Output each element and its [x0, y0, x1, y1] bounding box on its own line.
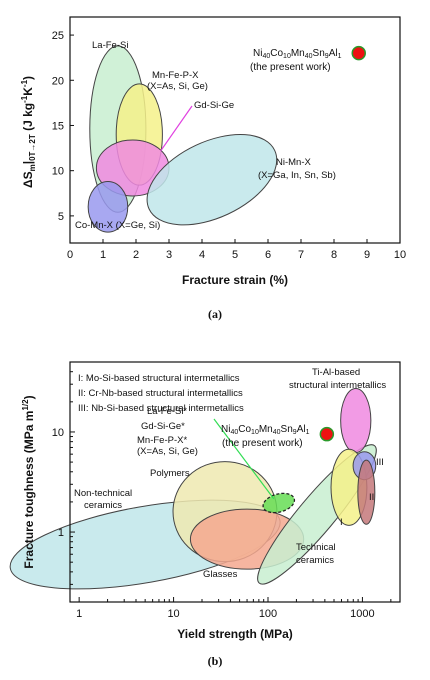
legend-line-3: III: Nb-Si-based structural intermetalli… [78, 403, 244, 414]
b-ytick-label: 10 [52, 427, 64, 439]
region-a-3 [146, 134, 278, 226]
a-xtick-label: 4 [199, 249, 205, 261]
chart-b-plot-frame [69, 361, 401, 603]
chart-a-annotations: La-Fe-Si Mn-Fe-P-X (X=As, Si, Ge) Gd-Si-… [75, 40, 342, 231]
label-present-work-a: (the present work) [250, 62, 331, 73]
chart-b-leaders [213, 418, 275, 500]
label-mn-fe-p-x: Mn-Fe-P-X [152, 70, 199, 81]
chart-a: 0 1 2 3 4 5 6 7 8 9 10 5 10 15 20 25 La-Fe-Si Mn-Fe-P-… [20, 16, 406, 321]
label-present-work-b: (the present work) [222, 438, 303, 449]
chart-a-leaders [160, 105, 193, 152]
region-b-7 [357, 459, 376, 525]
label-gd-si-ge-star: Gd-Si-Ge* [141, 421, 185, 432]
chart-a-x-axis-label: Fracture strain (%) [182, 273, 288, 287]
region-b-8 [262, 492, 296, 514]
chart-a-x-ticks: 0 1 2 3 4 5 6 7 8 9 10 [67, 239, 406, 261]
a-xtick-label: 9 [364, 249, 370, 261]
label-la-fe-si-star: La-Fe-Si* [147, 406, 187, 417]
chart-b-x-axis-label: Yield strength (MPa) [177, 627, 293, 641]
point-present-work-b [319, 426, 335, 442]
chart-a-y-ticks: 5 10 15 20 25 [52, 30, 74, 223]
label-polymers: Polymers [150, 468, 190, 479]
label-gd-si-ge: Gd-Si-Ge [194, 100, 234, 111]
a-ytick-label: 5 [58, 211, 64, 223]
label-present-compound-b: Ni40Co10Mn40Sn9Al1 [221, 424, 310, 436]
a-xtick-label: 10 [394, 249, 406, 261]
label-i: I [340, 517, 343, 528]
b-xtick-label: 100 [259, 608, 277, 620]
label-non-technical-sub: ceramics [84, 500, 122, 511]
a-xtick-label: 0 [67, 249, 73, 261]
label-mn-fe-p-x-sub: (X=As, Si, Ge) [147, 81, 208, 92]
a-ytick-label: 25 [52, 30, 64, 42]
label-co-mn-x: Co-Mn-X (X=Ge, Si) [75, 220, 160, 231]
label-la-fe-si: La-Fe-Si [92, 40, 128, 51]
label-non-technical: Non-technical [74, 488, 132, 499]
leader-gd-si-ge [160, 105, 193, 152]
a-xtick-label: 2 [133, 249, 139, 261]
b-ytick-label: 1 [58, 527, 64, 539]
chart-b-legend: I: Mo-Si-based structural intermetallics… [78, 373, 244, 414]
label-glasses: Glasses [203, 569, 238, 580]
b-xtick-label: 1000 [350, 608, 374, 620]
region-b-4 [340, 388, 372, 454]
chart-a-y-axis-label: ΔSm|0T→2T (J kg-1K-1) [20, 76, 37, 188]
label-ti-al-sub: structural intermetallics [289, 380, 386, 391]
legend-line-2: II: Cr-Nb-based structural intermetallic… [78, 388, 243, 399]
chart-a-regions [87, 45, 278, 233]
point-present-work-a [351, 45, 366, 61]
chart-b-y-ticks: 1 10 [52, 361, 75, 603]
a-xtick-label: 3 [166, 249, 172, 261]
chart-b-y-axis-label: Fracture toughness (MPa m1/2) [21, 395, 36, 568]
a-xtick-label: 5 [232, 249, 238, 261]
label-ii: II [369, 492, 374, 503]
a-xtick-label: 7 [298, 249, 304, 261]
legend-line-1: I: Mo-Si-based structural intermetallics [78, 373, 240, 384]
label-mn-fe-p-x-star-sub: (X=As, Si, Ge) [137, 446, 198, 457]
label-iii: III [376, 457, 384, 468]
a-ytick-label: 10 [52, 166, 64, 178]
a-ytick-label: 20 [52, 75, 64, 87]
a-xtick-label: 8 [331, 249, 337, 261]
a-ytick-label: 15 [52, 120, 64, 132]
label-ti-al: Ti-Al-based [312, 367, 360, 378]
a-xtick-label: 1 [100, 249, 106, 261]
chart-a-point [351, 45, 366, 61]
chart-a-caption: (a) [208, 307, 222, 321]
label-ni-mn-x: Ni-Mn-X [276, 157, 311, 168]
label-technical: Technical [296, 542, 336, 553]
chart-b-caption: (b) [208, 654, 223, 668]
label-ni-mn-x-sub: (X=Ga, In, Sn, Sb) [258, 170, 336, 181]
chart-b-regions [9, 388, 377, 590]
label-mn-fe-p-x-star: Mn-Fe-P-X* [137, 435, 187, 446]
label-present-compound-a: Ni40Co10Mn40Sn9Al1 [253, 48, 342, 60]
chart-b-point [319, 426, 335, 442]
label-technical-sub: ceramics [296, 555, 334, 566]
region-a-4 [87, 181, 129, 233]
leader-mce-materials [213, 418, 275, 500]
a-xtick-label: 6 [265, 249, 271, 261]
b-xtick-label: 1 [76, 608, 82, 620]
chart-b: 1 10 100 1000 1 10 I: Mo-Si-based structural… [9, 361, 401, 668]
chart-b-annotations: Ti-Al-based structural intermetallics La… [74, 367, 386, 580]
b-xtick-label: 10 [167, 608, 179, 620]
chart-b-x-ticks: 1 10 100 1000 [76, 597, 392, 620]
